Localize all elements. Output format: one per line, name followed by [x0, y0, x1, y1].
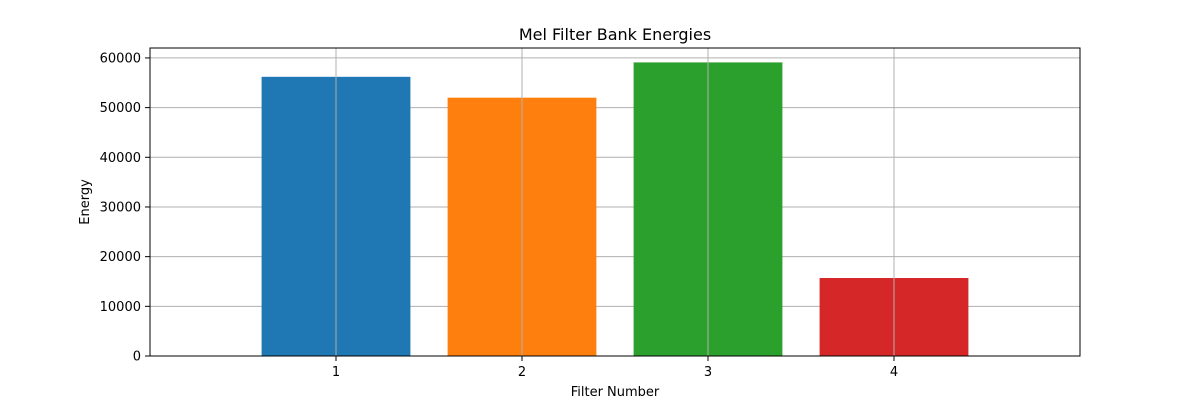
- vertical-grid: [335, 48, 895, 356]
- y-axis: 0 10000 20000 30000 40000 50000 60000: [100, 51, 150, 365]
- y-axis-label: Energy: [78, 179, 93, 225]
- x-tick-label: 3: [704, 365, 712, 380]
- y-tick-label: 50000: [100, 101, 141, 116]
- x-axis: 1 2 3 4: [332, 356, 898, 380]
- y-tick-label: 0: [133, 350, 141, 365]
- plot-area-frame: [149, 47, 1081, 357]
- bars: [261, 62, 969, 357]
- y-tick-label: 20000: [100, 250, 141, 265]
- y-tick-label: 40000: [100, 151, 141, 166]
- y-tick-label: 30000: [100, 200, 141, 215]
- y-tick-label: 10000: [100, 300, 141, 315]
- x-tick-label: 4: [890, 365, 898, 380]
- y-tick-label: 60000: [100, 51, 141, 66]
- x-tick-label: 1: [332, 365, 340, 380]
- x-tick-label: 2: [518, 365, 526, 380]
- x-axis-label: Filter Number: [571, 385, 660, 400]
- chart-title: Mel Filter Bank Energies: [519, 25, 711, 44]
